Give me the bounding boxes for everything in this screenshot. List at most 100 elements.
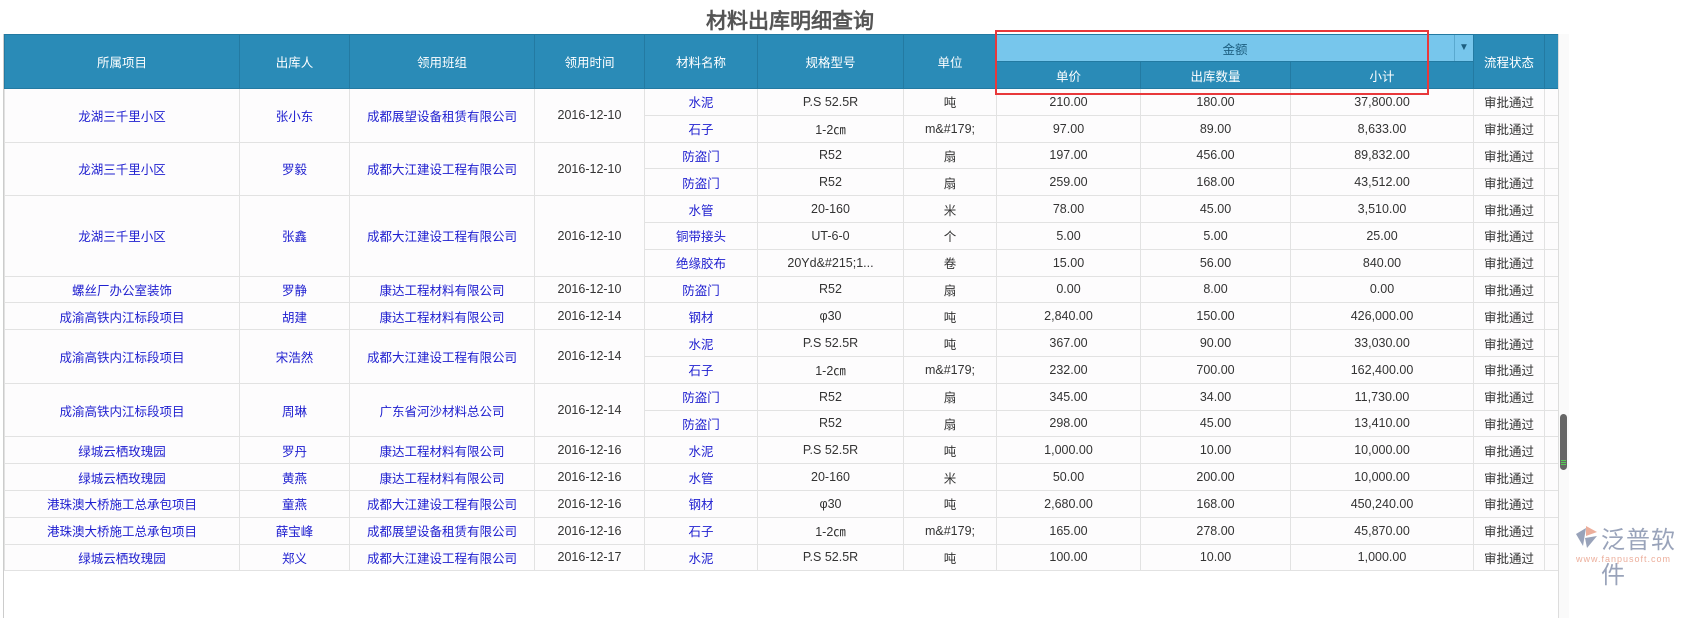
material-link[interactable]: 石子 — [644, 355, 758, 384]
material-link[interactable]: 防盗门 — [644, 382, 758, 411]
header-unit[interactable]: 单位 — [903, 34, 997, 89]
person-link[interactable]: 张小东 — [239, 88, 350, 143]
material-link[interactable]: 防盗门 — [644, 409, 758, 438]
header-qty[interactable]: 出库数量 — [1140, 61, 1291, 89]
team-link[interactable]: 成都展望设备租赁有限公司 — [349, 88, 535, 143]
material-link[interactable]: 石子 — [644, 114, 758, 143]
person-link[interactable]: 罗静 — [239, 275, 350, 304]
table-row[interactable]: 绝缘胶布 20Yd&#215;1... 卷 15.00 56.00 840.00 审批通过 — [5, 248, 1560, 277]
person-link[interactable]: 黄燕 — [239, 463, 350, 491]
person-link[interactable]: 宋浩然 — [239, 329, 350, 384]
person-link[interactable]: 周琳 — [239, 382, 350, 438]
material-link[interactable]: 水管 — [644, 195, 758, 223]
spacer-cell — [1544, 489, 1560, 518]
status-cell: 审批通过 — [1473, 141, 1545, 170]
header-person[interactable]: 出库人 — [239, 34, 350, 89]
team-link[interactable]: 成都大江建设工程有限公司 — [349, 489, 535, 518]
status-cell: 审批通过 — [1473, 516, 1545, 545]
material-link[interactable]: 钢材 — [644, 302, 758, 331]
status-cell: 审批通过 — [1473, 382, 1545, 411]
header-subtotal[interactable]: 小计 — [1290, 61, 1474, 89]
table-row[interactable]: 龙湖三千里小区 张小东 成都展望设备租赁有限公司 2016-12-10 水泥 P.S 52… — [4, 88, 1560, 143]
table-row[interactable]: 绿城云栖玫瑰园 罗丹 康达工程材料有限公司 2016-12-16 水泥 P.S 52.5R… — [4, 436, 1560, 465]
subtotal-cell: 13,410.00 — [1290, 409, 1474, 438]
team-link[interactable]: 康达工程材料有限公司 — [349, 463, 535, 491]
table-row[interactable]: 成渝高铁内江标段项目 宋浩然 成都大江建设工程有限公司 2016-12-14 水泥 P.S… — [4, 329, 1560, 384]
material-link[interactable]: 水泥 — [644, 329, 758, 357]
team-link[interactable]: 广东省河沙材料总公司 — [349, 382, 535, 438]
project-link[interactable]: 绿城云栖玫瑰园 — [4, 463, 240, 491]
qty-cell: 10.00 — [1140, 543, 1291, 572]
header-status[interactable]: 流程状态 — [1473, 34, 1545, 89]
team-link[interactable]: 成都大江建设工程有限公司 — [349, 195, 535, 277]
project-link[interactable]: 螺丝厂办公室装饰 — [4, 275, 240, 304]
header-project[interactable]: 所属项目 — [4, 34, 240, 89]
table-row[interactable]: 绿城云栖玫瑰园 郑义 成都大江建设工程有限公司 2016-12-17 水泥 P.S 52.… — [4, 543, 1560, 572]
material-link[interactable]: 水泥 — [644, 88, 758, 116]
table-row[interactable]: 龙湖三千里小区 张鑫 成都大江建设工程有限公司 2016-12-10 水管 20-160 米… — [4, 195, 1560, 277]
material-link[interactable]: 石子 — [644, 516, 758, 545]
dropdown-arrow-icon[interactable]: ▼ — [1454, 35, 1473, 61]
team-link[interactable]: 康达工程材料有限公司 — [349, 275, 535, 304]
header-team[interactable]: 领用班组 — [349, 34, 535, 89]
material-link[interactable]: 防盗门 — [644, 168, 758, 197]
header-date[interactable]: 领用时间 — [534, 34, 645, 89]
spec-cell: 1-2㎝ — [757, 114, 904, 143]
material-link[interactable]: 水泥 — [644, 436, 758, 465]
material-link[interactable]: 绝缘胶布 — [644, 248, 758, 277]
table-row[interactable]: 龙湖三千里小区 罗毅 成都大江建设工程有限公司 2016-12-10 防盗门 R52 扇 19… — [4, 141, 1560, 197]
person-link[interactable]: 童燕 — [239, 489, 350, 518]
status-cell: 审批通过 — [1473, 436, 1545, 465]
table-row[interactable]: 港珠澳大桥施工总承包项目 薛宝峰 成都展望设备租赁有限公司 2016-12-16 石子 1… — [4, 516, 1560, 545]
person-link[interactable]: 薛宝峰 — [239, 516, 350, 545]
material-link[interactable]: 水管 — [644, 463, 758, 491]
scrollbar-thumb[interactable] — [1560, 414, 1567, 470]
table-row[interactable]: 成渝高铁内江标段项目 周琳 广东省河沙材料总公司 2016-12-14 防盗门 R52 扇 3… — [4, 382, 1560, 438]
person-link[interactable]: 胡建 — [239, 302, 350, 331]
team-link[interactable]: 康达工程材料有限公司 — [349, 302, 535, 331]
header-money-group[interactable]: 金额 ▼ — [996, 34, 1474, 62]
header-spec[interactable]: 规格型号 — [757, 34, 904, 89]
unit-cell: 卷 — [903, 248, 997, 277]
unit-cell: 扇 — [903, 141, 997, 170]
team-link[interactable]: 成都大江建设工程有限公司 — [349, 329, 535, 384]
material-link[interactable]: 防盗门 — [644, 141, 758, 170]
person-link[interactable]: 罗毅 — [239, 141, 350, 197]
project-link[interactable]: 绿城云栖玫瑰园 — [4, 543, 240, 572]
project-link[interactable]: 龙湖三千里小区 — [4, 195, 240, 277]
project-link[interactable]: 绿城云栖玫瑰园 — [4, 436, 240, 465]
material-link[interactable]: 水泥 — [644, 543, 758, 572]
person-link[interactable]: 郑义 — [239, 543, 350, 572]
table-row[interactable]: 港珠澳大桥施工总承包项目 童燕 成都大江建设工程有限公司 2016-12-16 钢材 φ3… — [4, 489, 1560, 518]
status-cell: 审批通过 — [1473, 409, 1545, 438]
team-link[interactable]: 成都大江建设工程有限公司 — [349, 543, 535, 572]
material-link[interactable]: 防盗门 — [644, 275, 758, 304]
project-link[interactable]: 龙湖三千里小区 — [4, 88, 240, 143]
team-link[interactable]: 成都展望设备租赁有限公司 — [349, 516, 535, 545]
header-price[interactable]: 单价 — [996, 61, 1141, 89]
person-link[interactable]: 罗丹 — [239, 436, 350, 465]
material-link[interactable]: 钢材 — [644, 489, 758, 518]
table-body: 龙湖三千里小区 张小东 成都展望设备租赁有限公司 2016-12-10 水泥 P.S 52… — [4, 88, 1560, 572]
project-link[interactable]: 龙湖三千里小区 — [4, 141, 240, 197]
table-row[interactable]: 防盗门 R52 扇 298.00 45.00 13,410.00 审批通过 — [5, 409, 1560, 438]
project-link[interactable]: 港珠澳大桥施工总承包项目 — [4, 489, 240, 518]
table-row[interactable]: 石子 1-2㎝ m&#179; 97.00 89.00 8,633.00 审批通过 — [5, 114, 1560, 143]
material-link[interactable]: 铜带接头 — [644, 221, 758, 250]
project-link[interactable]: 港珠澳大桥施工总承包项目 — [4, 516, 240, 545]
table-row[interactable]: 绿城云栖玫瑰园 黄燕 康达工程材料有限公司 2016-12-16 水管 20-160 米 50… — [4, 463, 1560, 491]
spec-cell: 20Yd&#215;1... — [757, 248, 904, 277]
project-link[interactable]: 成渝高铁内江标段项目 — [4, 329, 240, 384]
team-link[interactable]: 成都大江建设工程有限公司 — [349, 141, 535, 197]
person-link[interactable]: 张鑫 — [239, 195, 350, 277]
team-link[interactable]: 康达工程材料有限公司 — [349, 436, 535, 465]
project-link[interactable]: 成渝高铁内江标段项目 — [4, 302, 240, 331]
vertical-scrollbar[interactable] — [1558, 34, 1569, 618]
header-material[interactable]: 材料名称 — [644, 34, 758, 89]
table-row[interactable]: 石子 1-2㎝ m&#179; 232.00 700.00 162,400.00 审批通过 — [5, 355, 1560, 384]
table-row[interactable]: 螺丝厂办公室装饰 罗静 康达工程材料有限公司 2016-12-10 防盗门 R52 扇 0.0… — [4, 275, 1560, 304]
table-row[interactable]: 铜带接头 UT-6-0 个 5.00 5.00 25.00 审批通过 — [5, 221, 1560, 250]
table-row[interactable]: 成渝高铁内江标段项目 胡建 康达工程材料有限公司 2016-12-14 钢材 φ30 吨 2,… — [4, 302, 1560, 331]
project-link[interactable]: 成渝高铁内江标段项目 — [4, 382, 240, 438]
subtotal-cell: 43,512.00 — [1290, 168, 1474, 197]
